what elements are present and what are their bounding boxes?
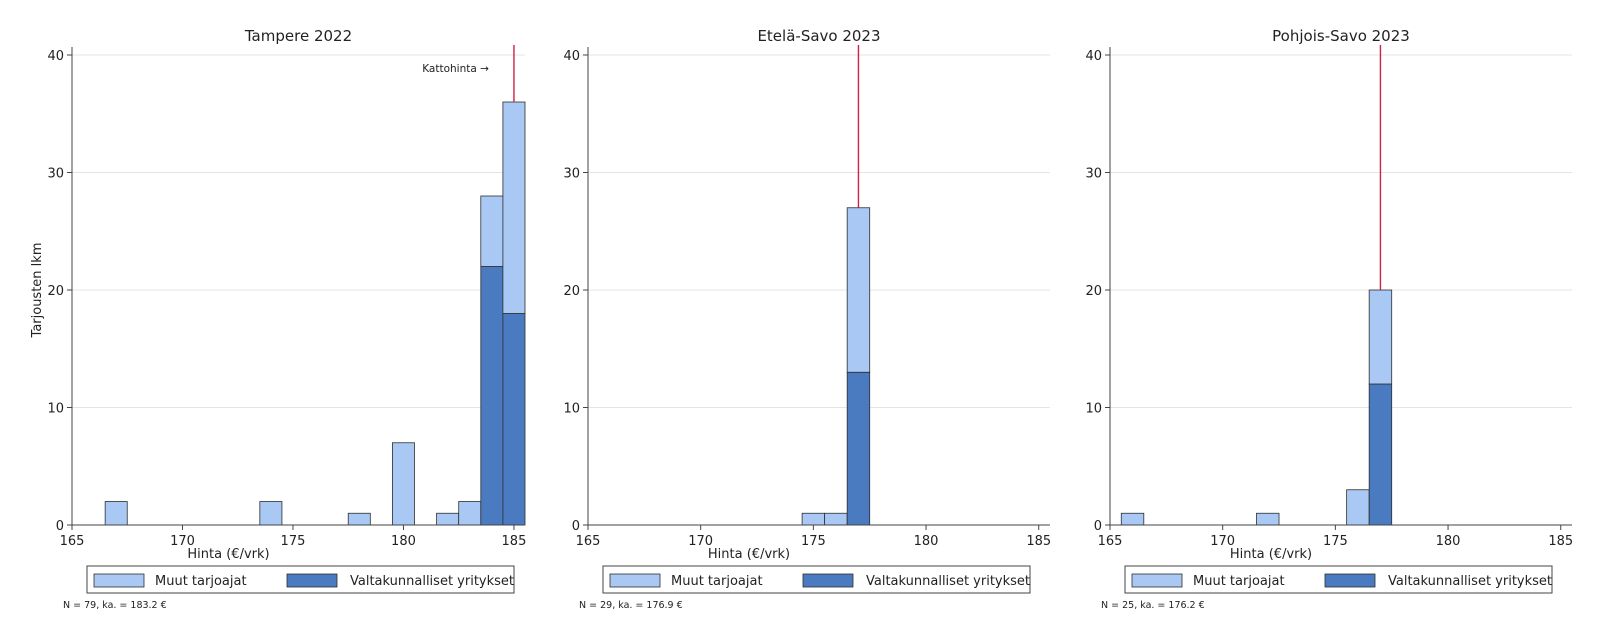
y-tick-label: 40 [47, 49, 64, 64]
legend-swatch-valtakunnalliset [1324, 573, 1376, 588]
x-tick-label: 180 [391, 534, 416, 549]
chart-panel: Kattohinta → 0 10 20 30 40 165 170 175 180 185 Tamp… [30, 27, 526, 611]
x-tick-label: 165 [576, 534, 601, 549]
x-tick-label: 175 [281, 534, 306, 549]
bar-muut [480, 195, 504, 267]
y-tick-label: 10 [47, 402, 64, 417]
y-tick-label: 10 [563, 402, 580, 417]
y-tick-label: 0 [1094, 519, 1102, 534]
x-axis-label: Hinta (€/vrk) [187, 547, 269, 562]
bar-muut [801, 512, 826, 526]
x-tick-label: 165 [1098, 534, 1123, 549]
bar-valtakunnalliset [480, 266, 504, 526]
x-tick-label: 185 [1026, 534, 1051, 549]
bar-valtakunnalliset [846, 371, 871, 526]
y-tick-label: 20 [563, 284, 580, 299]
x-tick-label: 175 [1323, 534, 1348, 549]
y-tick-label: 10 [1085, 402, 1102, 417]
legend-swatch-valtakunnalliset [286, 573, 338, 588]
legend-label-muut: Muut tarjoajat [155, 574, 247, 589]
bar-muut [347, 512, 371, 526]
y-tick-label: 40 [1085, 49, 1102, 64]
bar-muut [259, 501, 283, 526]
legend-label-valtakunnalliset: Valtakunnalliset yritykset [350, 574, 514, 589]
bar-muut [502, 101, 526, 314]
x-tick-label: 185 [502, 534, 527, 549]
legend: Muut tarjoajat Valtakunnalliset yritykset [602, 565, 1031, 594]
y-tick-label: 0 [56, 519, 64, 534]
y-tick-label: 30 [563, 167, 580, 182]
bar-muut [392, 442, 415, 526]
legend: Muut tarjoajat Valtakunnalliset yritykset [1124, 565, 1553, 594]
chart-title: Pohjois-Savo 2023 [1272, 27, 1410, 45]
x-tick-label: 180 [1436, 534, 1461, 549]
bar-muut [1120, 512, 1145, 526]
bar-valtakunnalliset [502, 313, 526, 526]
footnote: N = 25, ka. = 176.2 € [1101, 600, 1205, 611]
x-tick-label: 175 [801, 534, 826, 549]
legend-swatch-muut [1131, 573, 1183, 588]
chart-panel: 0 10 20 30 40 165 170 175 180 185 Etelä-Savo 2023 H… [563, 27, 1051, 611]
y-tick-label: 30 [47, 167, 64, 182]
y-tick-label: 20 [1085, 284, 1102, 299]
annotation-label: Kattohinta → [422, 63, 489, 75]
x-axis-label: Hinta (€/vrk) [708, 547, 790, 562]
bar-muut [824, 512, 848, 526]
footnote: N = 79, ka. = 183.2 € [63, 600, 167, 611]
x-tick-label: 165 [60, 534, 85, 549]
chart-panel: 0 10 20 30 40 165 170 175 180 185 Pohjois-Savo 202… [1085, 27, 1573, 611]
legend-label-valtakunnalliset: Valtakunnalliset yritykset [1388, 574, 1552, 589]
bar-valtakunnalliset [1368, 383, 1393, 526]
bar-muut [846, 207, 871, 373]
legend-label-muut: Muut tarjoajat [671, 574, 763, 589]
y-tick-label: 30 [1085, 167, 1102, 182]
bar-muut [1346, 489, 1370, 526]
y-tick-label: 40 [563, 49, 580, 64]
legend-swatch-muut [93, 573, 145, 588]
x-axis-label: Hinta (€/vrk) [1230, 547, 1312, 562]
bar-muut [1256, 512, 1280, 526]
legend-swatch-valtakunnalliset [802, 573, 854, 588]
chart-title: Etelä-Savo 2023 [757, 27, 880, 45]
x-tick-label: 185 [1548, 534, 1573, 549]
legend-swatch-muut [609, 573, 661, 588]
bar-muut [458, 501, 482, 526]
y-axis-label: Tarjousten lkm [30, 243, 45, 339]
x-tick-label: 180 [914, 534, 939, 549]
x-tick-label: 170 [688, 534, 713, 549]
x-tick-label: 170 [1210, 534, 1235, 549]
legend-label-valtakunnalliset: Valtakunnalliset yritykset [866, 574, 1030, 589]
legend-label-muut: Muut tarjoajat [1193, 574, 1285, 589]
x-tick-label: 170 [170, 534, 195, 549]
bar-muut [436, 512, 460, 526]
y-tick-label: 0 [572, 519, 580, 534]
chart-title: Tampere 2022 [244, 27, 352, 45]
legend: Muut tarjoajat Valtakunnalliset yritykset [86, 565, 515, 594]
bar-muut [104, 501, 128, 526]
footnote: N = 29, ka. = 176.9 € [579, 600, 683, 611]
bar-muut [1368, 289, 1393, 385]
y-tick-label: 20 [47, 284, 64, 299]
